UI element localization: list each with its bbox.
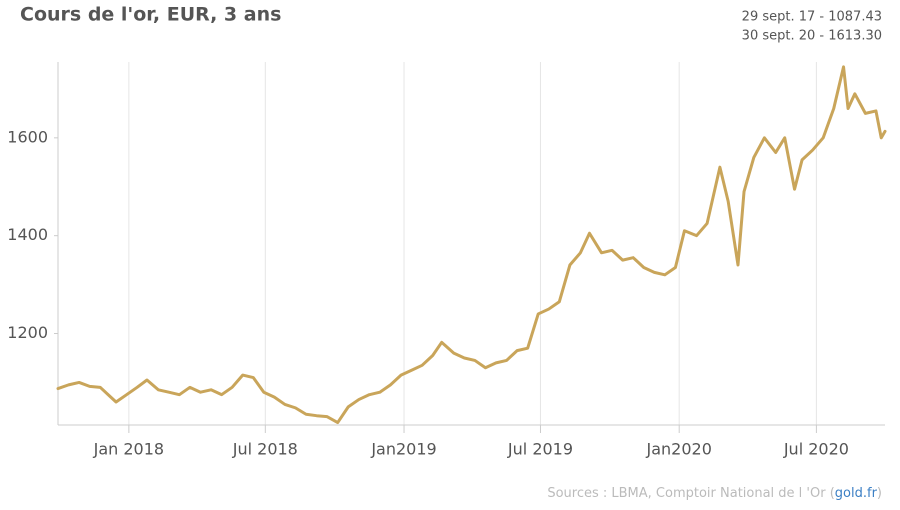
x-tick-label: Jul 2020 — [783, 440, 849, 459]
source-link[interactable]: gold.fr — [835, 486, 878, 501]
x-tick-label: Jul 2018 — [232, 440, 298, 459]
annotation: 29 sept. 17 - 1087.43 — [742, 10, 882, 25]
y-tick-label: 1600 — [7, 127, 48, 146]
source-footer: Sources : LBMA, Comptoir National de l '… — [547, 486, 882, 501]
x-tick-label: Jan 2018 — [93, 440, 164, 459]
y-tick-label: 1200 — [7, 323, 48, 342]
price-line — [56, 65, 887, 425]
y-tick-label: 1400 — [7, 225, 48, 244]
x-tick-label: Jan2020 — [645, 440, 711, 459]
chart-title: Cours de l'or, EUR, 3 ans — [20, 4, 281, 26]
annotation: 30 sept. 20 - 1613.30 — [742, 29, 882, 44]
source-text: Sources : LBMA, Comptoir National de l '… — [547, 486, 834, 501]
x-tick-label: Jul 2019 — [507, 440, 573, 459]
source-text: ) — [877, 486, 882, 501]
x-tick-label: Jan2019 — [370, 440, 436, 459]
